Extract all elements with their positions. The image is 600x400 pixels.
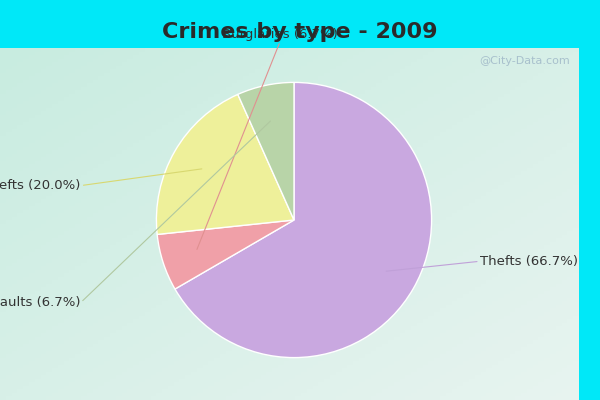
Text: Assaults (6.7%): Assaults (6.7%) (0, 296, 81, 309)
Text: Crimes by type - 2009: Crimes by type - 2009 (162, 22, 438, 42)
Wedge shape (238, 82, 294, 220)
Wedge shape (175, 82, 431, 358)
Text: Auto thefts (20.0%): Auto thefts (20.0%) (0, 179, 81, 192)
Text: Burglaries (6.7%): Burglaries (6.7%) (223, 28, 338, 41)
Text: Thefts (66.7%): Thefts (66.7%) (480, 255, 578, 268)
Wedge shape (157, 94, 294, 234)
Wedge shape (157, 220, 294, 289)
Text: @City-Data.com: @City-Data.com (479, 56, 570, 66)
